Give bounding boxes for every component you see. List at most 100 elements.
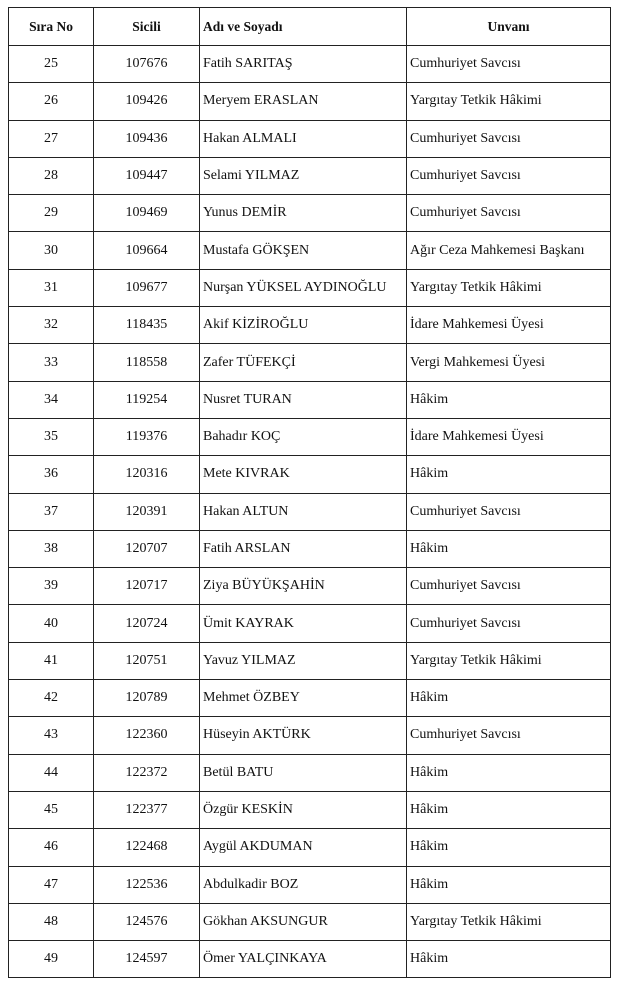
cell-title: Vergi Mahkemesi Üyesi [406,343,611,382]
table-row: 40 120724 Ümit KAYRAK Cumhuriyet Savcısı [8,604,611,643]
cell-name: Akif KİZİROĞLU [199,306,407,345]
cell-sira-no: 48 [8,902,94,942]
cell-name: Hüseyin AKTÜRK [199,716,407,755]
table-row: 43 122360 Hüseyin AKTÜRK Cumhuriyet Savcısı [8,716,611,755]
cell-sira-no: 25 [8,44,94,84]
cell-sicili: 120391 [93,492,200,531]
cell-title: Hâkim [406,828,611,867]
cell-sicili: 109426 [93,82,200,121]
table-row: 36 120316 Mete KIVRAK Hâkim [8,455,611,494]
table-row: 33 118558 Zafer TÜFEKÇİ Vergi Mahkemesi Üye… [8,343,611,382]
cell-sicili: 120724 [93,604,200,643]
table-row: 31 109677 Nurşan YÜKSEL AYDINOĞLU Yargıtay … [8,268,611,308]
table-row: 30 109664 Mustafa GÖKŞEN Ağır Ceza Mahkemes… [8,231,611,270]
header-row: Sıra No Sicili Adı ve Soyadı Unvanı [8,7,611,46]
cell-name: Mustafa GÖKŞEN [199,231,407,270]
cell-title: Ağır Ceza Mahkemesi Başkanı [406,231,611,270]
table-row: 42 120789 Mehmet ÖZBEY Hâkim [8,679,611,718]
cell-name: Mehmet ÖZBEY [199,679,407,718]
cell-name: Fatih SARITAŞ [199,44,407,84]
cell-sira-no: 42 [8,679,94,718]
cell-sira-no: 45 [8,790,94,830]
table-row: 44 122372 Betül BATU Hâkim [8,753,611,792]
cell-sira-no: 34 [8,380,94,419]
cell-sira-no: 35 [8,417,94,457]
cell-sicili: 122372 [93,753,200,792]
cell-sicili: 119254 [93,380,200,419]
table-row: 38 120707 Fatih ARSLAN Hâkim [8,529,611,569]
cell-sira-no: 39 [8,567,94,606]
cell-sira-no: 29 [8,194,94,233]
cell-name: Hakan ALTUN [199,492,407,531]
cell-title: Cumhuriyet Savcısı [406,156,611,196]
cell-name: Ümit KAYRAK [199,604,407,643]
cell-title: Cumhuriyet Savcısı [406,492,611,531]
cell-sicili: 120717 [93,567,200,606]
cell-title: Cumhuriyet Savcısı [406,604,611,643]
table-row: 46 122468 Aygül AKDUMAN Hâkim [8,828,611,867]
table-row: 37 120391 Hakan ALTUN Cumhuriyet Savcısı [8,492,611,531]
cell-name: Gökhan AKSUNGUR [199,902,407,942]
table-row: 41 120751 Yavuz YILMAZ Yargıtay Tetkik Hâki… [8,641,611,681]
cell-sicili: 118558 [93,343,200,382]
cell-sira-no: 40 [8,604,94,643]
cell-name: Selami YILMAZ [199,156,407,196]
cell-sira-no: 49 [8,940,94,979]
table-body: 25 107676 Fatih SARITAŞ Cumhuriyet Savcısı 2… [8,44,611,979]
cell-name: Hakan ALMALI [199,119,407,158]
cell-title: Cumhuriyet Savcısı [406,194,611,233]
table-row: 48 124576 Gökhan AKSUNGUR Yargıtay Tetkik H… [8,902,611,942]
cell-sicili: 122536 [93,865,200,904]
cell-title: Hâkim [406,679,611,718]
cell-sira-no: 38 [8,529,94,569]
cell-name: Meryem ERASLAN [199,82,407,121]
cell-name: Mete KIVRAK [199,455,407,494]
cell-sira-no: 31 [8,268,94,308]
header-adi-soyadi: Adı ve Soyadı [199,7,407,46]
cell-name: Zafer TÜFEKÇİ [199,343,407,382]
cell-sira-no: 28 [8,156,94,196]
header-sicili: Sicili [93,7,200,46]
cell-name: Fatih ARSLAN [199,529,407,569]
cell-sicili: 109447 [93,156,200,196]
table-row: 26 109426 Meryem ERASLAN Yargıtay Tetkik Hâ… [8,82,611,121]
cell-title: Hâkim [406,865,611,904]
header-sira-no: Sıra No [8,7,94,46]
cell-title: Cumhuriyet Savcısı [406,44,611,84]
cell-title: Yargıtay Tetkik Hâkimi [406,268,611,308]
cell-sira-no: 46 [8,828,94,867]
cell-title: Cumhuriyet Savcısı [406,716,611,755]
cell-name: Bahadır KOÇ [199,417,407,457]
cell-name: Yavuz YILMAZ [199,641,407,681]
cell-name: Yunus DEMİR [199,194,407,233]
cell-sicili: 120751 [93,641,200,681]
cell-sira-no: 44 [8,753,94,792]
cell-sira-no: 33 [8,343,94,382]
table-row: 45 122377 Özgür KESKİN Hâkim [8,790,611,830]
cell-sira-no: 43 [8,716,94,755]
table-row: 25 107676 Fatih SARITAŞ Cumhuriyet Savcısı [8,44,611,84]
table-row: 49 124597 Ömer YALÇINKAYA Hâkim [8,940,611,979]
table-row: 32 118435 Akif KİZİROĞLU İdare Mahkemesi Üy… [8,306,611,345]
cell-name: Özgür KESKİN [199,790,407,830]
cell-sira-no: 47 [8,865,94,904]
cell-title: Cumhuriyet Savcısı [406,567,611,606]
cell-sicili: 107676 [93,44,200,84]
cell-sicili: 124576 [93,902,200,942]
cell-sicili: 120316 [93,455,200,494]
table-row: 39 120717 Ziya BÜYÜKŞAHİN Cumhuriyet Savcıs… [8,567,611,606]
cell-sicili: 124597 [93,940,200,979]
table-row: 35 119376 Bahadır KOÇ İdare Mahkemesi Üyesi [8,417,611,457]
cell-name: Betül BATU [199,753,407,792]
cell-title: Hâkim [406,380,611,419]
cell-title: Yargıtay Tetkik Hâkimi [406,82,611,121]
cell-name: Abdulkadir BOZ [199,865,407,904]
cell-sicili: 122360 [93,716,200,755]
cell-sira-no: 27 [8,119,94,158]
cell-name: Nusret TURAN [199,380,407,419]
cell-sicili: 109469 [93,194,200,233]
cell-title: Yargıtay Tetkik Hâkimi [406,902,611,942]
cell-sira-no: 41 [8,641,94,681]
cell-sicili: 118435 [93,306,200,345]
cell-title: İdare Mahkemesi Üyesi [406,306,611,345]
